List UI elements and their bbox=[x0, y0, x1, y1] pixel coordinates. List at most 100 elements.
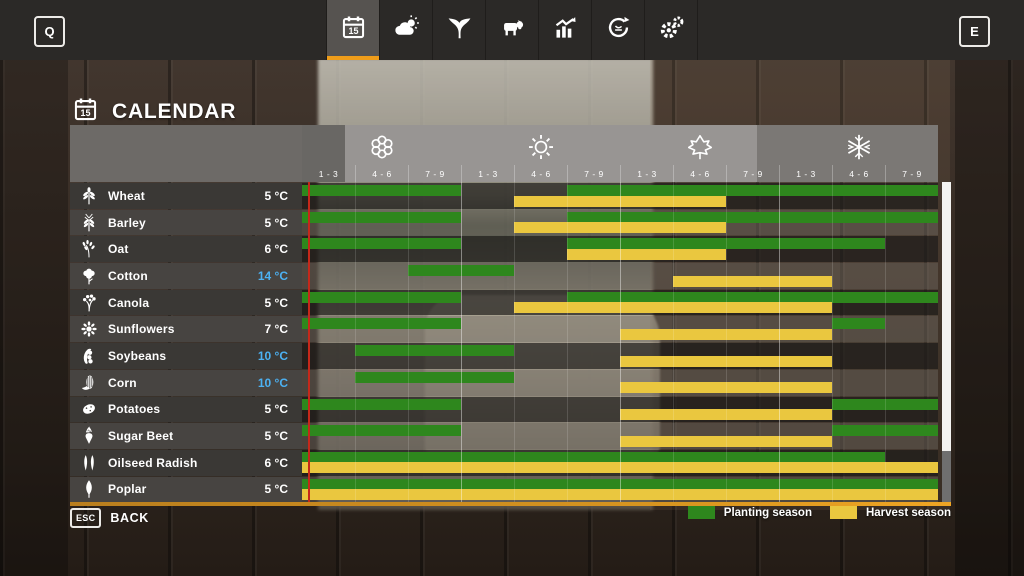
period-label: 4 - 6 bbox=[673, 165, 726, 182]
crop-name: Canola bbox=[108, 295, 150, 310]
harvest-bar bbox=[620, 328, 832, 340]
crop-row: Oilseed Radish 6 °C bbox=[70, 448, 938, 476]
esc-key-badge: ESC bbox=[70, 508, 102, 528]
current-day-marker bbox=[308, 182, 311, 503]
key-hint-q[interactable]: Q bbox=[34, 16, 65, 47]
period-label: 4 - 6 bbox=[355, 165, 408, 182]
snowflake-icon bbox=[844, 132, 874, 162]
sprout-icon bbox=[446, 14, 473, 46]
scene-shadow-right bbox=[955, 58, 1024, 576]
period-label: 1 - 3 bbox=[620, 165, 673, 182]
tab-animals[interactable] bbox=[486, 0, 539, 60]
crop-label-cell: Oilseed Radish 6 °C bbox=[70, 449, 302, 476]
sugar-beet-icon bbox=[79, 426, 99, 446]
planting-bar bbox=[567, 185, 938, 196]
legend: Planting season Harvest season bbox=[687, 506, 951, 519]
crop-row: Sunflowers 7 °C bbox=[70, 315, 938, 343]
crop-min-temperature: 5 °C bbox=[264, 188, 288, 203]
crop-row: Barley 5 °C bbox=[70, 208, 938, 236]
potato-icon bbox=[79, 399, 99, 419]
planting-bar bbox=[355, 345, 514, 357]
crop-name: Potatoes bbox=[108, 402, 161, 417]
period-label: 7 - 9 bbox=[885, 165, 938, 182]
calendar-icon: 15 bbox=[72, 96, 99, 128]
crop-min-temperature: 6 °C bbox=[264, 242, 288, 257]
key-hint-e[interactable]: E bbox=[959, 16, 990, 47]
period-label: 1 - 3 bbox=[461, 165, 514, 182]
top-menu-bar: Q 15 E bbox=[0, 0, 1024, 60]
crop-season-chart bbox=[302, 236, 938, 263]
crop-label-cell: Sunflowers 7 °C bbox=[70, 316, 302, 343]
harvest-bar bbox=[673, 275, 832, 287]
planting-bar bbox=[302, 451, 885, 463]
crop-min-temperature: 7 °C bbox=[264, 322, 288, 337]
planting-bar bbox=[302, 478, 938, 490]
crop-row: Soybeans 10 °C bbox=[70, 342, 938, 369]
planting-bar bbox=[832, 318, 885, 330]
period-label: 7 - 9 bbox=[726, 165, 779, 182]
crop-season-chart bbox=[302, 209, 938, 236]
crop-row: Canola 5 °C bbox=[70, 288, 938, 316]
crop-label-cell: Potatoes 5 °C bbox=[70, 396, 302, 423]
crop-row: Cotton 14 °C bbox=[70, 262, 938, 289]
harvest-bar bbox=[514, 222, 726, 234]
svg-text:15: 15 bbox=[348, 26, 358, 36]
harvest-bar bbox=[302, 462, 938, 474]
crop-label-cell: Sugar Beet 5 °C bbox=[70, 423, 302, 449]
crop-min-temperature: 5 °C bbox=[264, 429, 288, 444]
stats-icon bbox=[552, 14, 579, 46]
tab-weather[interactable] bbox=[380, 0, 433, 60]
tab-economy[interactable] bbox=[592, 0, 645, 60]
vertical-scrollbar[interactable] bbox=[942, 182, 951, 503]
crop-row: Sugar Beet 5 °C bbox=[70, 422, 938, 449]
harvest-season-label: Harvest season bbox=[865, 506, 951, 519]
planting-bar bbox=[832, 398, 938, 410]
harvest-bar bbox=[514, 302, 832, 314]
cow-icon bbox=[499, 14, 526, 46]
corn-icon bbox=[79, 373, 99, 393]
harvest-bar bbox=[620, 435, 832, 447]
crop-season-chart bbox=[302, 476, 938, 503]
planting-bar bbox=[302, 211, 461, 223]
planting-bar bbox=[302, 185, 461, 196]
crop-min-temperature: 5 °C bbox=[264, 482, 288, 497]
period-label: 7 - 9 bbox=[567, 165, 620, 182]
oilseed-radish-icon bbox=[79, 453, 99, 473]
planting-bar bbox=[302, 398, 461, 410]
key-hint-q-label: Q bbox=[44, 24, 55, 39]
crop-season-chart bbox=[302, 289, 938, 316]
planting-bar bbox=[567, 291, 938, 303]
tab-settings[interactable] bbox=[645, 0, 698, 60]
crop-label-cell: Canola 5 °C bbox=[70, 289, 302, 316]
tab-statistics[interactable] bbox=[539, 0, 592, 60]
harvest-season-swatch bbox=[829, 506, 857, 519]
tab-crops[interactable] bbox=[433, 0, 486, 60]
calendar-header-light bbox=[345, 125, 757, 182]
weather-icon bbox=[393, 14, 420, 46]
crop-min-temperature: 10 °C bbox=[257, 375, 288, 390]
wheat-icon bbox=[79, 186, 99, 206]
crop-season-chart bbox=[302, 343, 938, 369]
crop-label-cell: Cotton 14 °C bbox=[70, 263, 302, 289]
period-label: 4 - 6 bbox=[832, 165, 885, 182]
calendar-icon: 15 bbox=[340, 14, 367, 46]
crop-label-cell: Corn 10 °C bbox=[70, 369, 302, 396]
crop-name: Oilseed Radish bbox=[108, 455, 198, 470]
crop-label-cell: Soybeans 10 °C bbox=[70, 343, 302, 369]
sunflower-icon bbox=[79, 319, 99, 339]
crop-label-cell: Oat 6 °C bbox=[70, 236, 302, 263]
tab-calendar[interactable]: 15 bbox=[326, 0, 380, 60]
cycle-icon bbox=[605, 14, 632, 46]
svg-text:15: 15 bbox=[80, 108, 90, 118]
scrollbar-thumb[interactable] bbox=[942, 182, 951, 452]
back-button[interactable]: ESC BACK bbox=[70, 508, 149, 528]
harvest-bar bbox=[514, 195, 726, 207]
page-title-row: 15 CALENDAR bbox=[72, 96, 236, 128]
harvest-bar bbox=[620, 355, 832, 367]
top-tab-bar: 15 bbox=[326, 0, 698, 60]
crop-name: Sunflowers bbox=[108, 322, 175, 337]
poplar-icon bbox=[79, 479, 99, 499]
planting-bar bbox=[408, 265, 514, 277]
harvest-bar bbox=[302, 489, 938, 501]
